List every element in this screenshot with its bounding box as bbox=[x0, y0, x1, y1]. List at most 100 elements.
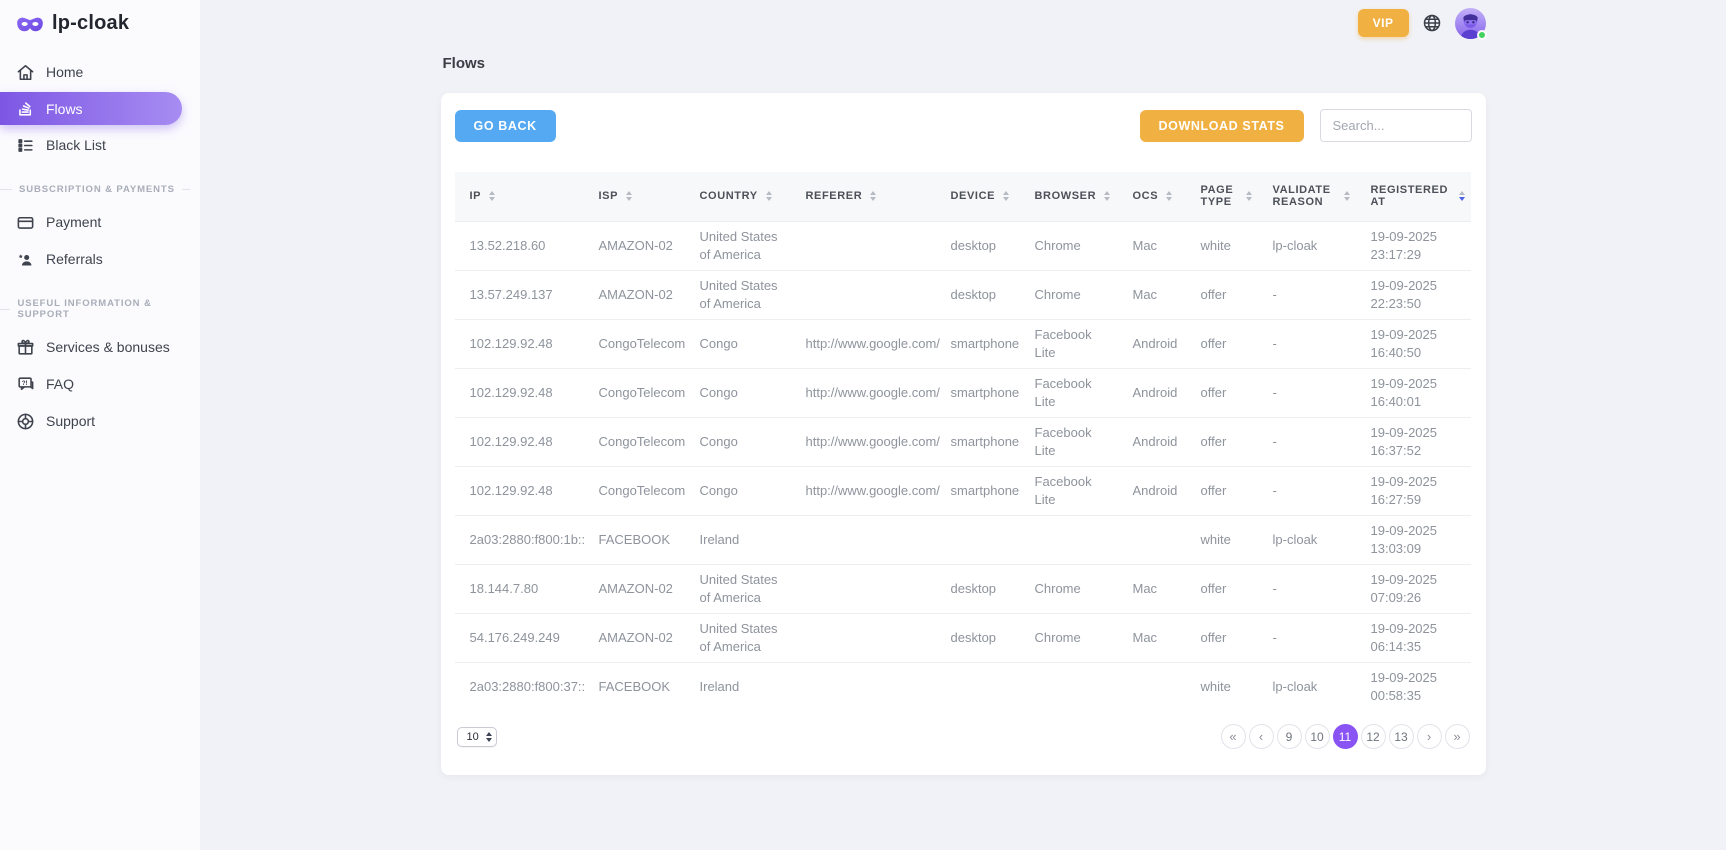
column-header-ip[interactable]: IP bbox=[455, 172, 584, 221]
page-button-12[interactable]: 12 bbox=[1360, 724, 1386, 749]
sidebar-item-faq[interactable]: ?! FAQ bbox=[0, 367, 200, 401]
cell-browser: Chrome bbox=[1019, 269, 1118, 319]
cell-isp: FACEBOOK bbox=[583, 514, 685, 564]
sidebar-nav: Home Flows Black List SUBSCRIPTION & PAY… bbox=[0, 55, 200, 438]
next-page-button[interactable]: › bbox=[1416, 724, 1442, 749]
cell-device: desktop bbox=[935, 563, 1020, 613]
sort-icon bbox=[765, 191, 772, 202]
first-page-button[interactable]: « bbox=[1220, 724, 1246, 749]
cell-isp: CongoTelecom bbox=[583, 318, 685, 368]
column-header-country[interactable]: COUNTRY bbox=[685, 172, 791, 221]
cell-page-type: offer bbox=[1185, 416, 1258, 466]
cell-device: desktop bbox=[935, 220, 1020, 270]
cell-validate-reason: - bbox=[1257, 318, 1356, 368]
column-label: OCS bbox=[1132, 190, 1159, 203]
table-row: 102.129.92.48 CongoTelecom Congo http://www… bbox=[454, 465, 1471, 515]
last-page-button[interactable]: » bbox=[1444, 724, 1470, 749]
cell-referer bbox=[790, 220, 936, 270]
sidebar-item-black-list[interactable]: Black List bbox=[0, 128, 200, 162]
cell-isp: CongoTelecom bbox=[583, 416, 685, 466]
cell-registered-at: 19-09-2025 22:23:50 bbox=[1355, 269, 1471, 319]
sort-icon bbox=[1104, 191, 1111, 202]
support-globe-icon bbox=[16, 412, 35, 431]
column-header-validate-reason[interactable]: VALIDATE REASON bbox=[1258, 172, 1356, 221]
cell-isp: AMAZON-02 bbox=[583, 563, 685, 613]
column-label: PAGE TYPE bbox=[1200, 184, 1234, 209]
search-input[interactable] bbox=[1319, 109, 1472, 142]
avatar[interactable] bbox=[1454, 7, 1487, 40]
cell-referer bbox=[790, 661, 936, 711]
cell-country: Ireland bbox=[684, 661, 791, 711]
column-header-referer[interactable]: REFERER bbox=[791, 172, 936, 221]
page-size-select[interactable]: 10 bbox=[456, 726, 497, 747]
brand-logo[interactable]: lp-cloak bbox=[0, 0, 200, 49]
column-label: IP bbox=[469, 190, 482, 203]
cell-ocs: Mac bbox=[1117, 612, 1186, 662]
cell-page-type: white bbox=[1185, 220, 1258, 270]
credit-card-icon bbox=[16, 213, 35, 232]
sidebar-item-label: Flows bbox=[46, 100, 83, 117]
cell-registered-at: 19-09-2025 16:27:59 bbox=[1355, 465, 1471, 515]
cell-page-type: white bbox=[1185, 661, 1258, 711]
column-header-registered-at[interactable]: REGISTERED AT bbox=[1356, 172, 1471, 221]
sidebar-item-label: Black List bbox=[46, 137, 106, 153]
cell-referer: http://www.google.com/ bbox=[790, 318, 940, 368]
go-back-button[interactable]: GO BACK bbox=[454, 109, 556, 142]
cell-ip: 102.129.92.48 bbox=[454, 465, 584, 515]
page-button-13[interactable]: 13 bbox=[1388, 724, 1414, 749]
cell-ocs: Android bbox=[1117, 318, 1186, 368]
cell-registered-at: 19-09-2025 06:14:35 bbox=[1355, 612, 1471, 662]
cell-device: smartphone bbox=[935, 367, 1020, 417]
topbar: VIP bbox=[441, 0, 1487, 44]
column-header-page-type[interactable]: PAGE TYPE bbox=[1186, 172, 1258, 221]
column-header-browser[interactable]: BROWSER bbox=[1020, 172, 1118, 221]
page-button-11[interactable]: 11 bbox=[1332, 724, 1358, 749]
cell-country: Congo bbox=[684, 416, 791, 466]
cell-country: Congo bbox=[684, 465, 791, 515]
cell-browser: Facebook Lite bbox=[1019, 416, 1118, 466]
cell-ocs: Mac bbox=[1117, 269, 1186, 319]
table-row: 102.129.92.48 CongoTelecom Congo http://www… bbox=[454, 416, 1471, 466]
sidebar-section-subscription-payments: SUBSCRIPTION & PAYMENTS bbox=[0, 184, 200, 195]
cell-validate-reason: - bbox=[1257, 367, 1356, 417]
cell-ocs bbox=[1117, 514, 1186, 564]
sidebar-item-label: FAQ bbox=[46, 376, 75, 392]
cell-page-type: offer bbox=[1185, 269, 1258, 319]
download-stats-button[interactable]: DOWNLOAD STATS bbox=[1139, 109, 1304, 142]
cell-ip: 2a03:2880:f800:1b:: bbox=[454, 514, 585, 564]
cell-referer bbox=[790, 563, 936, 613]
cell-ip: 102.129.92.48 bbox=[454, 367, 584, 417]
cell-browser bbox=[1019, 514, 1118, 564]
cell-page-type: offer bbox=[1185, 465, 1258, 515]
cell-ocs: Mac bbox=[1117, 220, 1186, 270]
cell-ocs bbox=[1117, 661, 1186, 711]
cell-isp: AMAZON-02 bbox=[583, 269, 685, 319]
cell-ip: 2a03:2880:f800:37:: bbox=[454, 661, 585, 711]
page-button-9[interactable]: 9 bbox=[1276, 724, 1302, 749]
sidebar-item-home[interactable]: Home bbox=[0, 55, 200, 89]
sidebar-item-support[interactable]: Support bbox=[0, 404, 200, 438]
globe-icon[interactable] bbox=[1422, 13, 1442, 33]
cell-country: United States of America bbox=[684, 563, 791, 613]
cell-validate-reason: lp-cloak bbox=[1257, 661, 1356, 711]
sidebar-item-label: Support bbox=[46, 413, 96, 429]
vip-button[interactable]: VIP bbox=[1357, 9, 1409, 37]
cell-browser: Facebook Lite bbox=[1019, 367, 1118, 417]
prev-page-button[interactable]: ‹ bbox=[1248, 724, 1274, 749]
sidebar-item-payment[interactable]: Payment bbox=[0, 205, 200, 239]
cell-device: desktop bbox=[935, 612, 1020, 662]
column-header-ocs[interactable]: OCS bbox=[1118, 172, 1186, 221]
sidebar-item-flows[interactable]: Flows bbox=[0, 92, 182, 125]
sidebar-item-referrals[interactable]: Referrals bbox=[0, 242, 200, 276]
column-header-isp[interactable]: ISP bbox=[584, 172, 685, 221]
faq-chat-icon: ?! bbox=[16, 375, 35, 394]
cell-isp: CongoTelecom bbox=[583, 465, 685, 515]
cell-referer: http://www.google.com/ bbox=[790, 465, 940, 515]
page-button-10[interactable]: 10 bbox=[1304, 724, 1330, 749]
column-header-device[interactable]: DEVICE bbox=[936, 172, 1020, 221]
cell-page-type: offer bbox=[1185, 612, 1258, 662]
sidebar-item-services-bonuses[interactable]: Services & bonuses bbox=[0, 330, 200, 364]
table-header-row: IP ISP COUNTRY REFERER DEVICE BROWSER OCS PAGE … bbox=[454, 172, 1471, 221]
page-title: Flows bbox=[442, 55, 486, 72]
cell-referer bbox=[790, 612, 936, 662]
